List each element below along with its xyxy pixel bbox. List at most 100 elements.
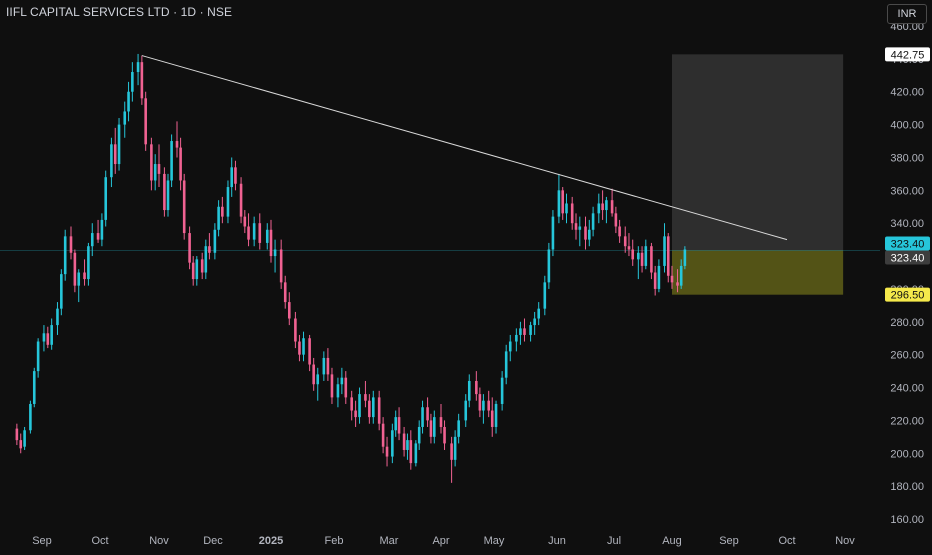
candle-body xyxy=(618,226,621,237)
candle xyxy=(368,394,371,424)
candle-body xyxy=(627,246,631,250)
candle-body xyxy=(166,180,170,211)
candle-body xyxy=(50,325,53,345)
candle xyxy=(243,210,247,234)
candle xyxy=(432,410,436,444)
candle xyxy=(100,213,104,247)
candle-body xyxy=(273,249,277,257)
candle-body xyxy=(330,374,334,398)
price-label: 323.40 xyxy=(885,250,930,265)
candle xyxy=(144,91,147,151)
candle-body xyxy=(136,62,140,73)
candle xyxy=(19,433,23,454)
candle xyxy=(273,239,277,273)
entry-zone xyxy=(672,250,844,295)
x-tick-label: Apr xyxy=(432,535,449,547)
candle-body xyxy=(117,124,121,165)
candle xyxy=(653,265,657,296)
candle-body xyxy=(504,351,508,378)
candle xyxy=(385,436,389,467)
candle-body xyxy=(56,308,59,326)
candle-body xyxy=(336,384,340,398)
candle-body xyxy=(252,223,256,240)
candle xyxy=(627,233,631,257)
price-labels-layer: 442.75 323.40 323.40 296.50 xyxy=(885,47,930,302)
candle-body xyxy=(358,394,361,418)
candle-body xyxy=(443,426,446,444)
candle xyxy=(136,53,140,86)
candle-body xyxy=(60,274,63,309)
x-tick-label: Nov xyxy=(149,535,169,547)
candle-body xyxy=(574,223,578,230)
candle xyxy=(15,423,19,446)
candle-body xyxy=(312,364,315,385)
target-zone xyxy=(672,54,844,251)
candle xyxy=(533,311,536,335)
candle xyxy=(269,219,273,263)
candle xyxy=(394,410,398,437)
candle xyxy=(340,367,344,395)
candle-body xyxy=(421,407,424,427)
candle-body xyxy=(601,203,604,211)
candle xyxy=(140,55,144,105)
candle xyxy=(515,328,518,352)
candle-body xyxy=(243,216,247,227)
candle-body xyxy=(487,400,490,411)
candle-body xyxy=(326,357,330,375)
candle-body xyxy=(391,430,394,457)
price-label-box xyxy=(885,236,930,251)
candle xyxy=(265,223,269,250)
candle xyxy=(377,390,381,431)
candle xyxy=(494,400,498,434)
y-tick-label: 380.00 xyxy=(890,152,924,164)
candle xyxy=(371,390,375,424)
candle xyxy=(364,380,367,408)
candle-body xyxy=(200,259,204,273)
candle-body xyxy=(591,213,595,230)
candle xyxy=(350,390,353,421)
candle xyxy=(457,413,460,444)
y-tick-label: 160.00 xyxy=(890,514,924,526)
candle xyxy=(663,223,666,273)
candle xyxy=(574,213,578,240)
candle-body xyxy=(547,249,551,283)
candle-body xyxy=(287,302,291,319)
candle-body xyxy=(588,229,591,240)
candle xyxy=(679,259,683,289)
candle-body xyxy=(385,446,389,457)
y-tick-label: 200.00 xyxy=(890,448,924,460)
candle-body xyxy=(478,394,482,411)
x-tick-label: Dec xyxy=(203,535,223,547)
candle xyxy=(591,206,595,237)
candle xyxy=(217,200,220,237)
candle-body xyxy=(464,400,468,421)
candle xyxy=(406,433,409,460)
candle xyxy=(429,413,433,444)
candle-body xyxy=(279,249,283,283)
candle-body xyxy=(42,333,46,342)
candle xyxy=(298,334,301,362)
candle-body xyxy=(453,436,457,460)
candle-body xyxy=(414,443,418,464)
candle xyxy=(570,196,574,230)
candle xyxy=(316,367,320,401)
candle xyxy=(279,239,283,289)
candle xyxy=(77,269,81,303)
candle-body xyxy=(302,338,305,355)
candle xyxy=(391,423,394,464)
candle xyxy=(637,246,640,280)
candle-body xyxy=(482,400,485,411)
candle-body xyxy=(90,233,94,247)
candle-body xyxy=(258,223,262,243)
candle-body xyxy=(239,183,243,217)
candle xyxy=(537,302,541,326)
candle xyxy=(670,265,674,289)
candle-body xyxy=(283,282,287,303)
currency-button[interactable]: INR xyxy=(887,4,927,24)
zones-layer xyxy=(0,54,880,295)
candle-body xyxy=(640,252,644,266)
candle xyxy=(565,193,568,224)
candle-body xyxy=(247,226,250,240)
